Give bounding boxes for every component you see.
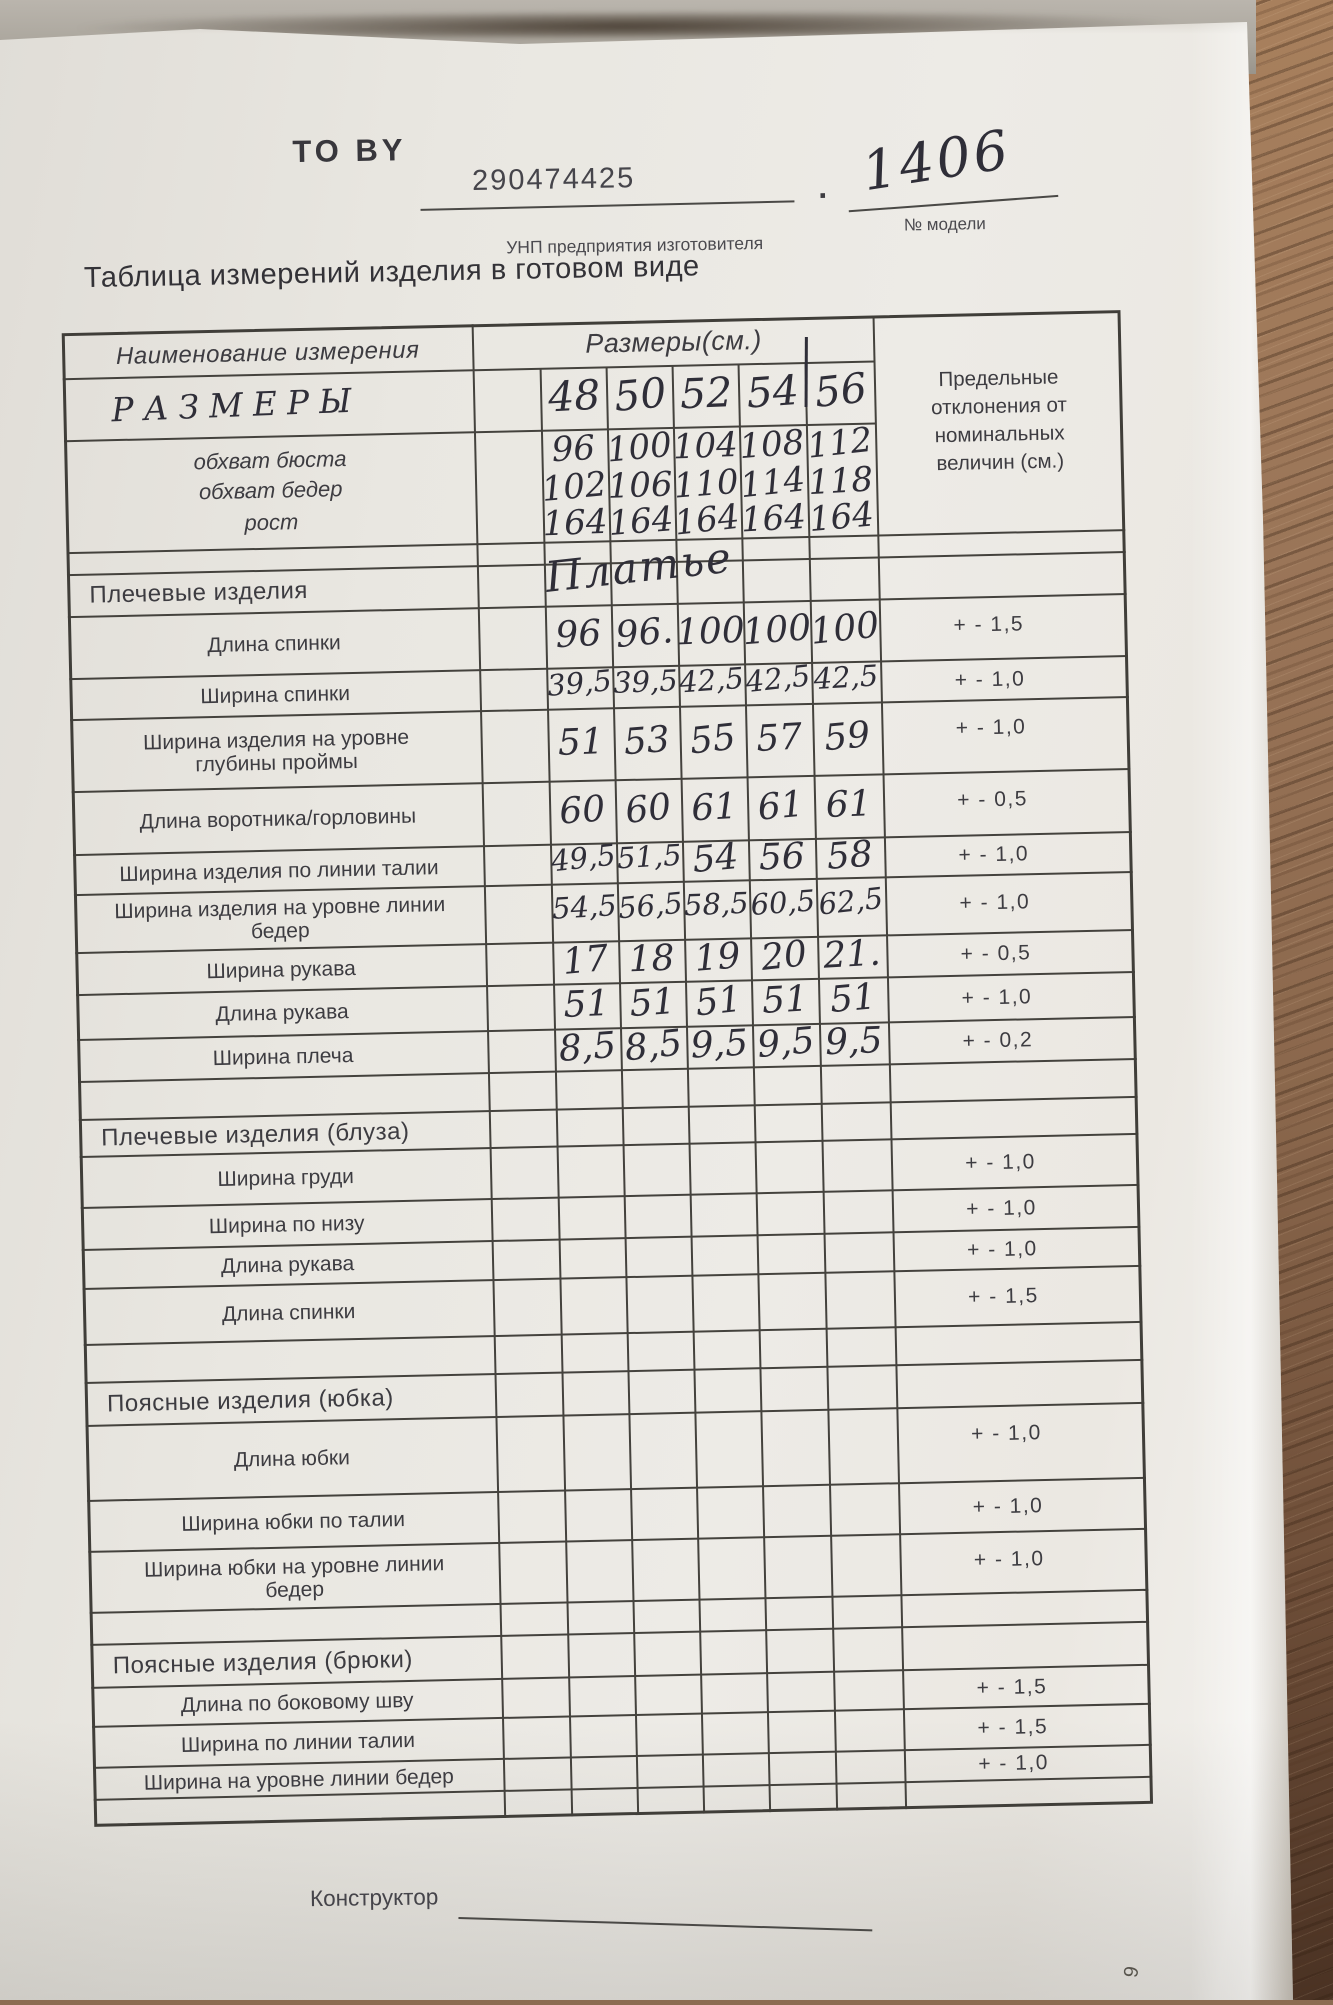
designer-label: Конструктор — [309, 1884, 439, 1912]
designer-signature-line — [458, 1917, 873, 1932]
